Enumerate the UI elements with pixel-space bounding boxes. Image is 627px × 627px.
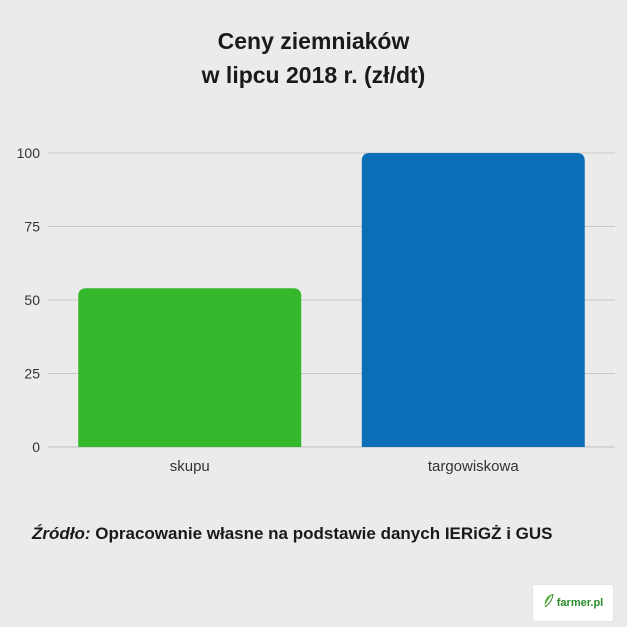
source-note: Źródło: Opracowanie własne na podstawie …: [32, 524, 553, 544]
farmer-logo: farmer.pl: [533, 585, 613, 621]
leaf-icon: [543, 593, 555, 614]
y-tick-label: 25: [24, 366, 40, 382]
chart-title-line-2: w lipcu 2018 r. (zł/dt): [201, 62, 426, 88]
bar-targowiskowa: [361, 153, 585, 447]
bar-skupu: [78, 288, 302, 447]
logo-text: farmer.pl: [556, 597, 604, 609]
y-tick-label: 0: [32, 439, 40, 455]
source-text: Opracowanie własne na podstawie danych I…: [90, 524, 553, 543]
y-tick-label: 50: [24, 292, 40, 308]
x-tick-label: skupu: [170, 458, 210, 475]
chart-title-line-1: Ceny ziemniaków: [217, 28, 410, 54]
y-tick-label: 100: [17, 145, 41, 161]
source-label: Źródło:: [32, 524, 91, 543]
y-tick-label: 75: [24, 219, 40, 235]
x-tick-label: targowiskowa: [428, 458, 520, 475]
